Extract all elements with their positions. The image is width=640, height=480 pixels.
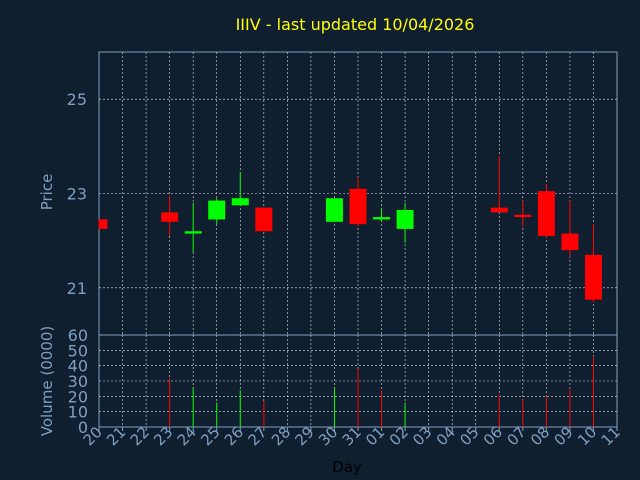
chart-marks: 2123250102030405060202122232425262728293… (67, 52, 624, 449)
volume-axis-label: Volume (0000) (38, 326, 56, 436)
candle-body (490, 207, 508, 213)
price-tick-label: 25 (67, 90, 87, 109)
candle-body (208, 200, 226, 220)
volume-tick-label: 50 (68, 341, 88, 360)
candle-body (396, 210, 414, 229)
volume-tick-label: 40 (68, 357, 88, 376)
price-tick-label: 21 (67, 279, 87, 298)
candle-body (184, 231, 202, 234)
candle-body (349, 188, 367, 225)
candle-body (231, 198, 249, 206)
price-tick-label: 23 (67, 185, 87, 204)
candle-body (255, 207, 273, 232)
volume-tick-label: 10 (68, 403, 88, 422)
candle-body (514, 214, 532, 218)
candle-body (373, 217, 391, 220)
chart-title: IIIV - last updated 10/04/2026 (236, 15, 475, 34)
volume-tick-label: 0 (78, 418, 88, 437)
candle-body (325, 198, 343, 222)
candle-body (537, 191, 555, 236)
candle-body (161, 212, 179, 222)
candle-body (561, 233, 579, 251)
volume-tick-label: 30 (68, 372, 88, 391)
price-axis-label: Price (38, 174, 56, 211)
x-axis-label: Day (332, 458, 362, 476)
volume-tick-label: 60 (68, 326, 88, 345)
volume-tick-label: 20 (68, 387, 88, 406)
candle-body (584, 254, 602, 300)
candle-body (99, 219, 108, 229)
